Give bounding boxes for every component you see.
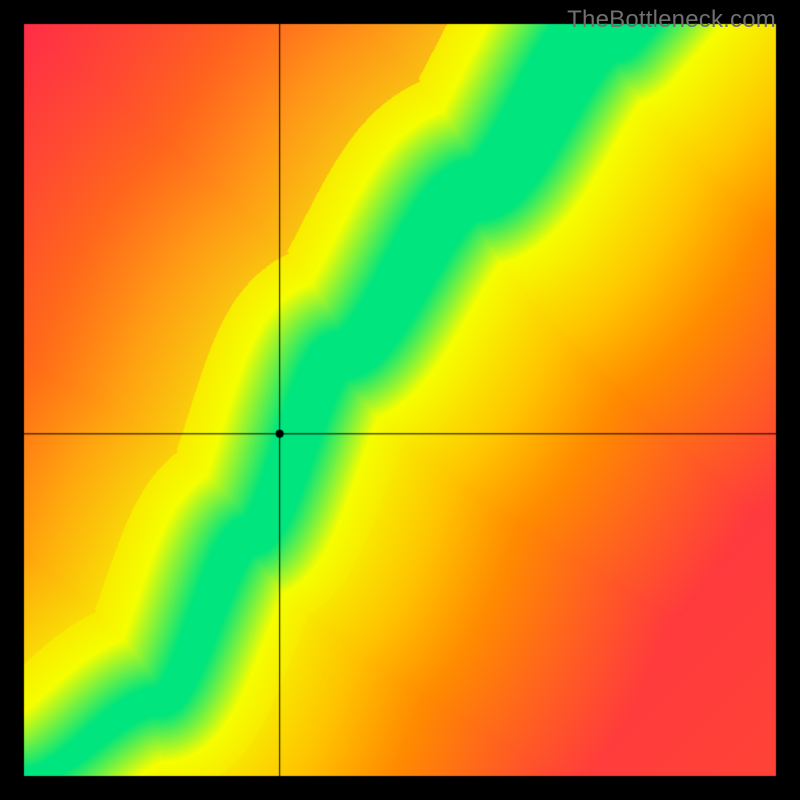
chart-container: TheBottleneck.com xyxy=(0,0,800,800)
watermark-text: TheBottleneck.com xyxy=(567,6,776,34)
bottleneck-heatmap-canvas xyxy=(0,0,800,800)
